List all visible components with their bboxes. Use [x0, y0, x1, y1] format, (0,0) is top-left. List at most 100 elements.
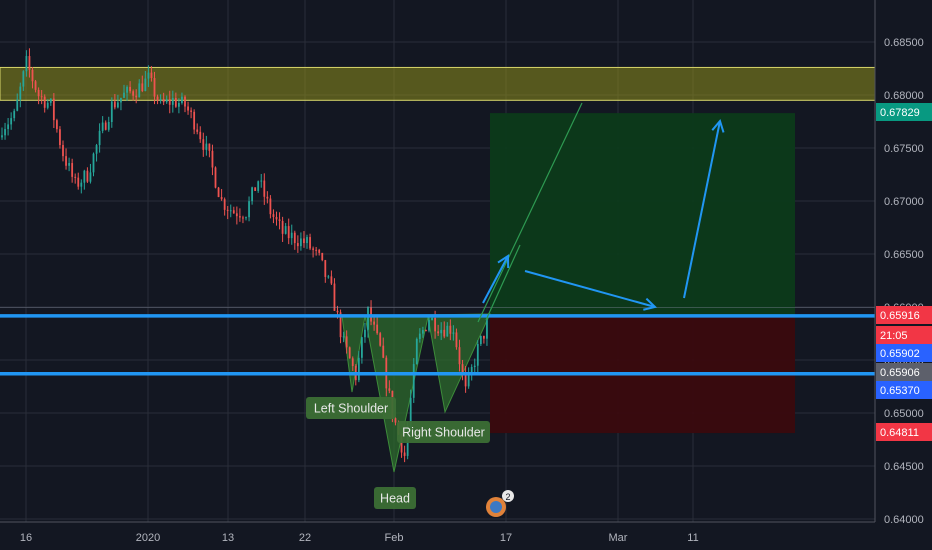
candle-body: [86, 170, 89, 182]
candle-body: [345, 336, 348, 348]
candle-body: [56, 120, 58, 130]
candle-body: [467, 373, 470, 387]
candle-body: [376, 324, 379, 334]
candle-body: [327, 276, 330, 278]
candle-body: [266, 196, 269, 199]
trend-line: [485, 244, 521, 321]
candle-body: [290, 232, 293, 239]
candle-body: [174, 98, 177, 107]
candle-body: [296, 243, 299, 247]
candle-body: [470, 367, 473, 374]
x-tick-label: Feb: [385, 532, 404, 544]
candle-body: [263, 180, 266, 197]
candle-body: [321, 252, 324, 261]
candle-body: [83, 170, 86, 183]
candle-body: [13, 110, 16, 119]
candle-body: [422, 330, 424, 334]
candle-body: [342, 336, 345, 338]
candle-body: [68, 163, 70, 166]
candle-body: [214, 167, 217, 188]
arrow-target: [683, 120, 721, 299]
candle-body: [348, 347, 351, 359]
candle-body: [202, 139, 205, 150]
candle-body: [418, 333, 421, 339]
candle-body: [324, 260, 327, 277]
candle-body: [300, 238, 302, 247]
candle-body: [260, 180, 263, 182]
candle-body: [306, 237, 308, 244]
candle-body: [92, 153, 95, 173]
candle-body: [357, 357, 360, 381]
candle-body: [251, 187, 253, 202]
candle-body: [208, 143, 211, 151]
candle-body: [31, 69, 34, 82]
candle-body: [275, 216, 278, 220]
candle-body: [104, 122, 107, 130]
candle-body: [394, 418, 397, 423]
y-tick-label: 0.67000: [884, 196, 924, 208]
candle-body: [431, 317, 433, 321]
event-badge[interactable]: 2: [486, 490, 514, 517]
y-tick-label: 0.64500: [884, 461, 924, 473]
candle-body: [486, 320, 488, 339]
price-label-box: [876, 381, 932, 399]
candle-body: [190, 110, 192, 112]
candle-body: [10, 118, 13, 125]
price-label: 0.65902: [880, 348, 920, 360]
annotation-box: [397, 421, 490, 443]
candle-body: [330, 276, 333, 284]
price-label: 21:05: [880, 330, 908, 342]
candle-body: [165, 99, 168, 103]
candle-body: [223, 199, 226, 210]
candle-body: [120, 97, 122, 103]
candle-body: [80, 182, 83, 187]
candle-body: [446, 325, 449, 337]
candle-body: [269, 198, 272, 215]
candle-body: [461, 364, 464, 373]
candle-body: [434, 317, 436, 332]
y-tick-label: 0.68000: [884, 90, 924, 102]
candle-body: [379, 333, 382, 346]
candle-body: [248, 201, 250, 218]
candle-body: [473, 365, 476, 368]
candle-body: [229, 210, 232, 212]
candle-body: [333, 283, 336, 311]
candle-body: [303, 238, 305, 244]
candle-body: [479, 335, 482, 345]
candle-body: [476, 344, 479, 366]
annotation-box: [306, 397, 396, 419]
arrow-retest: [524, 270, 656, 308]
x-tick-label: 16: [20, 532, 32, 544]
candle-body: [113, 101, 116, 108]
candle-body: [43, 96, 46, 108]
y-tick-label: 0.67500: [884, 143, 924, 155]
candle-body: [245, 217, 247, 219]
candle-body: [193, 111, 196, 130]
candle-body: [293, 232, 296, 244]
candle-body: [412, 364, 415, 398]
candle-body: [138, 83, 141, 98]
candle-body: [242, 217, 244, 219]
candle-body: [217, 187, 220, 198]
candle-body: [171, 98, 174, 105]
y-tick-label: 0.66500: [884, 249, 924, 261]
candle-body: [205, 143, 208, 150]
candle-body: [4, 129, 6, 136]
candle-body: [1, 135, 3, 138]
event-badge-dot: [502, 490, 514, 502]
candle-body: [403, 452, 406, 456]
candle-body: [181, 96, 183, 103]
candle-body: [126, 86, 128, 93]
price-label-box: [876, 326, 932, 344]
price-label-box: [876, 363, 932, 381]
candle-body: [123, 92, 125, 98]
candle-body: [22, 71, 25, 87]
candle-body: [187, 106, 189, 111]
candle-body: [309, 237, 311, 249]
candle-body: [95, 145, 98, 154]
annotation-label: Right Shoulder: [402, 426, 485, 440]
candle-body: [388, 388, 391, 391]
candle-body: [159, 99, 162, 101]
candle-body: [318, 249, 321, 253]
